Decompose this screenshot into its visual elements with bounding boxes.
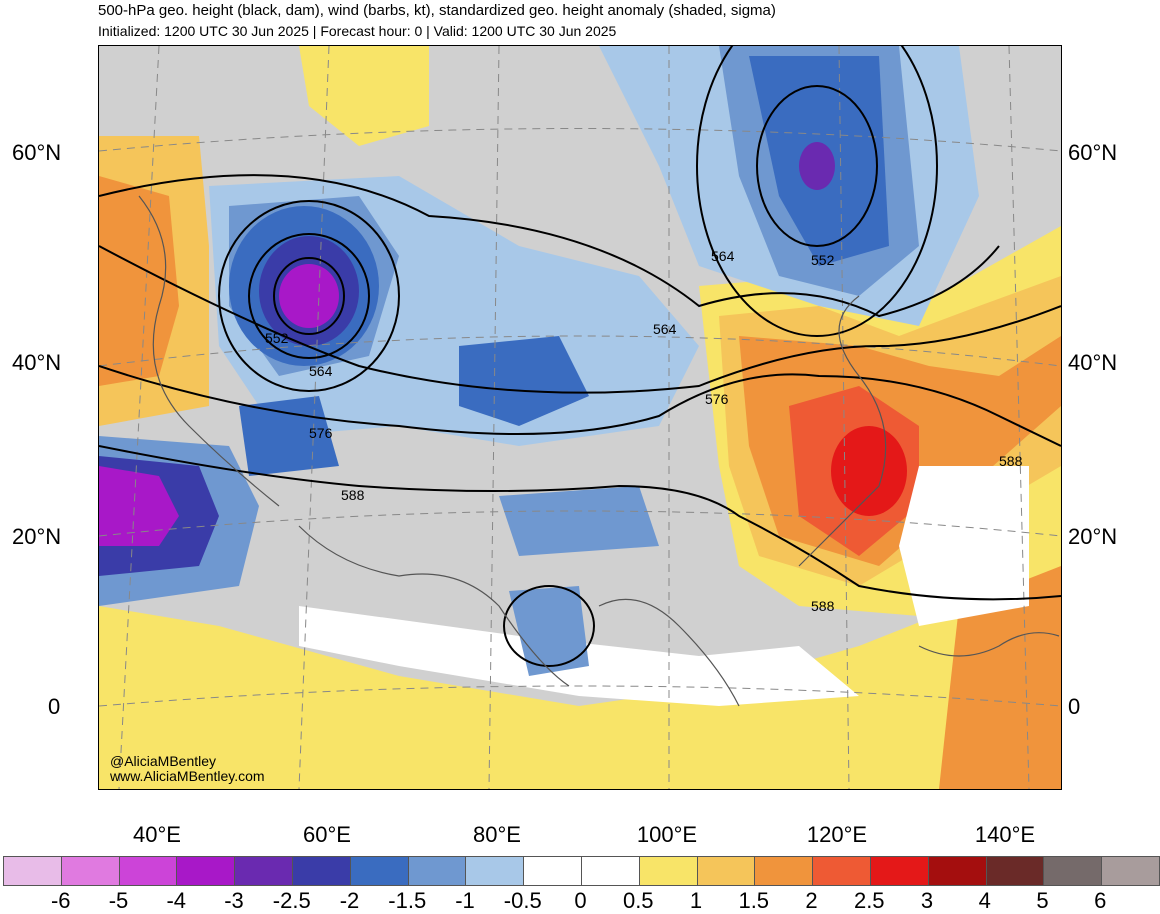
lat-label: 60°N <box>1068 140 1118 165</box>
colorbar-tick-label: 2.5 <box>853 888 885 913</box>
colorbar-swatch <box>986 857 1045 885</box>
lat-label: 40°N <box>1068 350 1118 375</box>
contour-label: 564 <box>711 248 735 264</box>
colorbar-tick-label: 2 <box>805 888 818 913</box>
anomaly-low-europe-max <box>279 264 339 328</box>
anomaly-negative-westsiberia <box>459 336 589 426</box>
colorbar-tick-label: -0.5 <box>503 888 542 913</box>
colorbar-tick-label: -4 <box>166 888 187 913</box>
colorbar-swatch <box>697 857 756 885</box>
colorbar-swatch <box>292 857 351 885</box>
colorbar <box>3 856 1160 886</box>
coastlines <box>138 195 1060 707</box>
colorbar-swatch <box>581 857 640 885</box>
lat-label: 20°N <box>12 524 62 549</box>
colorbar-swatch <box>524 857 582 885</box>
anomaly-positive-arctic <box>299 46 429 146</box>
contour-label: 576 <box>309 425 333 441</box>
colorbar-tick-label: -2 <box>339 888 360 913</box>
colorbar-tick-label: 0.5 <box>622 888 654 913</box>
map-canvas: 552 564 576 588 552 564 564 576 588 588 <box>99 46 1061 789</box>
lon-label: 60°E <box>303 822 351 847</box>
lat-label: 20°N <box>1068 524 1118 549</box>
colorbar-tick-label: -6 <box>50 888 71 913</box>
colorbar-swatch <box>4 857 62 885</box>
watermark-handle: @AliciaMBentley <box>110 753 217 769</box>
anomaly-negative-africa-3 <box>99 466 179 546</box>
contour-label: 564 <box>653 321 677 337</box>
anomaly-neutral-pacific <box>899 466 1029 626</box>
lon-label: 80°E <box>473 822 521 847</box>
colorbar-tick-label: 3 <box>920 888 934 913</box>
colorbar-swatch <box>235 857 293 885</box>
colorbar-swatch <box>1044 857 1103 885</box>
lat-label: 0 <box>1068 694 1081 719</box>
anomaly-negative-india <box>509 586 589 676</box>
anomaly-positive-pacific <box>939 566 1061 789</box>
lat-label: 60°N <box>12 140 62 165</box>
contour-label: 564 <box>309 363 333 379</box>
colorbar-swatch <box>466 857 525 885</box>
anomaly-low-siberia-max <box>799 142 835 190</box>
colorbar-swatch <box>870 857 929 885</box>
graticule <box>99 46 1061 789</box>
colorbar-tick-label: -1 <box>455 888 475 913</box>
anomaly-max-eastasia <box>831 426 907 516</box>
colorbar-swatch <box>119 857 178 885</box>
colorbar-swatch <box>61 857 120 885</box>
colorbar-swatch <box>755 857 814 885</box>
contour-label: 552 <box>265 330 289 346</box>
colorbar-swatch <box>928 857 987 885</box>
colorbar-tick-label: 1 <box>689 888 703 913</box>
colorbar-tick-label: 5 <box>1036 888 1049 913</box>
colorbar-swatch <box>1102 857 1159 885</box>
contour-label: 576 <box>705 391 729 407</box>
colorbar-tick-label: -2.5 <box>272 888 311 913</box>
colorbar-tick-label: -3 <box>224 888 244 913</box>
contour-label: 588 <box>811 598 835 614</box>
map-panel[interactable]: 552 564 576 588 552 564 564 576 588 588 <box>98 45 1062 790</box>
anomaly-positive-tropics <box>99 566 1061 789</box>
colorbar-swatch <box>408 857 467 885</box>
contour-label: 552 <box>811 252 835 268</box>
contour-label: 588 <box>341 487 365 503</box>
chart-subtitle: Initialized: 1200 UTC 30 Jun 2025 | Fore… <box>98 23 617 39</box>
watermark-site: www.AliciaMBentley.com <box>110 768 265 784</box>
colorbar-tick-label: 1.5 <box>738 888 770 913</box>
colorbar-swatch <box>350 857 409 885</box>
colorbar-tick-label: 6 <box>1094 888 1107 913</box>
colorbar-swatch <box>177 857 236 885</box>
colorbar-swatch <box>639 857 698 885</box>
lat-label: 0 <box>48 694 61 719</box>
height-contours <box>99 46 1061 667</box>
lat-label: 40°N <box>12 350 62 375</box>
colorbar-swatch <box>813 857 871 885</box>
chart-title: 500-hPa geo. height (black, dam), wind (… <box>98 2 776 19</box>
colorbar-tick-label: -1.5 <box>388 888 427 913</box>
colorbar-tick-label: 0 <box>574 888 587 913</box>
lon-label: 40°E <box>133 822 181 847</box>
contour-label: 588 <box>999 453 1023 469</box>
anomaly-negative-tibet <box>499 486 659 556</box>
lon-label: 100°E <box>636 822 698 847</box>
anomaly-positive-europe-2 <box>99 176 179 386</box>
lon-label: 140°E <box>974 822 1036 847</box>
colorbar-tick-label: -5 <box>108 888 129 913</box>
lon-label: 120°E <box>806 822 868 847</box>
colorbar-tick-label: 4 <box>978 888 991 913</box>
